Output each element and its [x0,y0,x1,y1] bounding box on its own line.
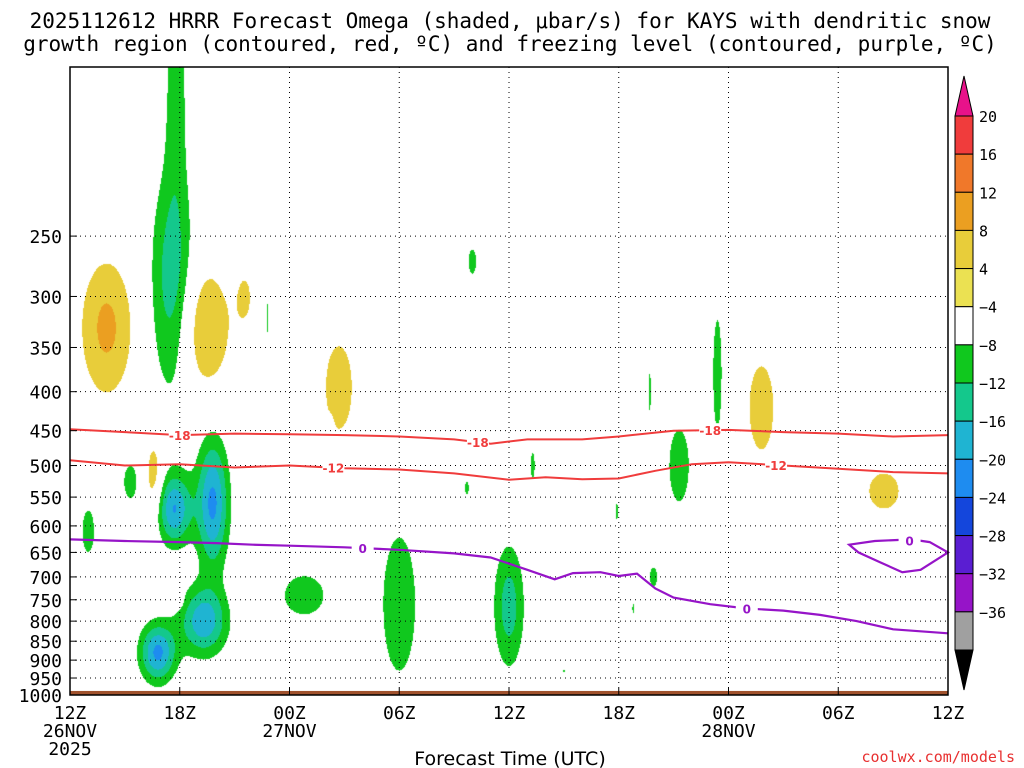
dgz-label--12-0-bg [322,460,345,475]
y-tick-label-850: 850 [29,632,62,653]
freezing-label-1-bg [735,601,758,616]
dgz-label--18-2: -18 [699,424,721,438]
colorbar-box-6 [954,344,974,384]
x-axis-label: Forecast Time (UTC) [414,748,605,768]
colorbar-label-7: −12 [979,375,1006,393]
freezing-label-1: 0 [743,602,751,616]
y-tick-label-750: 750 [29,591,62,612]
dgz-label--18-2-bg [699,423,722,438]
freezing-label-closed-bg [898,533,921,548]
colorbar-label-8: −16 [979,413,1006,431]
x-tick-label-0: 12Z [54,703,87,724]
colorbar-label-12: −32 [979,566,1006,584]
y-tick-label-950: 950 [29,669,62,690]
colorbar-label-9: −20 [979,451,1006,469]
colorbar-label-3: 8 [979,222,988,240]
colorbar-label-10: −24 [979,489,1006,507]
y-tick-label-500: 500 [29,457,62,478]
x-tick-label-12: 00Z [273,703,306,724]
dgz-contour--18 [69,428,949,445]
colorbar-label-1: 16 [979,146,997,164]
dgz-label--18-1-bg [466,435,489,450]
x-tick-label-24: 12Z [493,703,526,724]
colorbar-box-3 [954,229,974,270]
colorbar-bottom-triangle [954,649,974,691]
colorbar-box-13 [954,611,974,651]
freezing-label-0-bg [351,541,374,556]
y-axis: 2503003504004505005506006507007508008509… [19,227,77,707]
y-tick-label-700: 700 [29,568,62,589]
x-tick-label-36: 00Z [712,703,745,724]
y-tick-label-600: 600 [29,517,62,538]
y-tick-label-800: 800 [29,612,62,633]
colorbar: 20 16 12 8 4 −4 −8 −12 −16 −20 −24 −28 −32 −36 [954,75,1006,691]
dgz-label--18-0-bg [168,428,191,443]
chart-title-line2: growth region (contoured, red, ºC) and f… [23,32,997,56]
y-tick-label-450: 450 [29,422,62,443]
chart-title-line1: 2025112612 HRRR Forecast Omega (shaded, … [30,9,991,33]
dgz-label--12-0: -12 [323,462,345,476]
colorbar-label-0: 20 [979,108,997,126]
freezing-level-closed-contour [846,538,951,574]
x-date-label-36: 28NOV [701,721,755,742]
colorbar-label-4: 4 [979,261,988,279]
x-tick-label-6: 18Z [163,703,196,724]
colorbar-box-7 [954,382,974,422]
temperature-contours: -18 -18 -18 -12 -12 0 0 0 [69,423,951,635]
y-tick-label-900: 900 [29,651,62,672]
y-tick-label-1000: 1000 [19,686,62,707]
y-tick-label-400: 400 [29,383,62,404]
credit-link[interactable]: coolwx.com/models [861,748,1015,766]
x-tick-label-48: 12Z [932,703,965,724]
freezing-level-contour [69,538,949,635]
y-tick-label-250: 250 [29,227,62,248]
colorbar-top-triangle [954,75,974,117]
x-tick-label-42: 06Z [822,703,855,724]
dgz-label--18-0: -18 [169,429,191,443]
omega-shading [70,67,948,695]
x-tick-label-30: 18Z [602,703,635,724]
omega-raster [70,67,948,695]
colorbar-box-5 [954,306,974,346]
freezing-label-0: 0 [358,542,366,556]
colorbar-box-8 [954,420,974,460]
colorbar-label-13: −36 [979,604,1006,622]
colorbar-label-2: 12 [979,184,997,202]
y-tick-label-550: 550 [29,488,62,509]
colorbar-label-5: −4 [979,299,997,317]
colorbar-box-1 [954,153,974,193]
colorbar-box-4 [954,268,974,308]
y-tick-label-650: 650 [29,543,62,564]
colorbar-box-11 [954,535,974,575]
colorbar-box-10 [954,496,974,537]
colorbar-label-6: −8 [979,337,997,355]
x-year-label-0: 2025 [48,739,91,760]
colorbar-box-12 [954,573,974,613]
colorbar-box-0 [954,115,974,155]
x-tick-label-18: 06Z [383,703,416,724]
dgz-label--12-1-bg [765,458,788,473]
freezing-label-closed: 0 [905,534,913,548]
dgz-label--12-1: -12 [765,459,787,473]
x-date-label-0: 26NOV [43,721,97,742]
colorbar-label-11: −28 [979,528,1006,546]
colorbar-box-2 [954,191,974,231]
y-tick-label-300: 300 [29,287,62,308]
y-tick-label-350: 350 [29,338,62,359]
dgz-label--18-1: -18 [467,436,489,450]
colorbar-box-9 [954,458,974,498]
x-date-label-12: 27NOV [262,721,316,742]
